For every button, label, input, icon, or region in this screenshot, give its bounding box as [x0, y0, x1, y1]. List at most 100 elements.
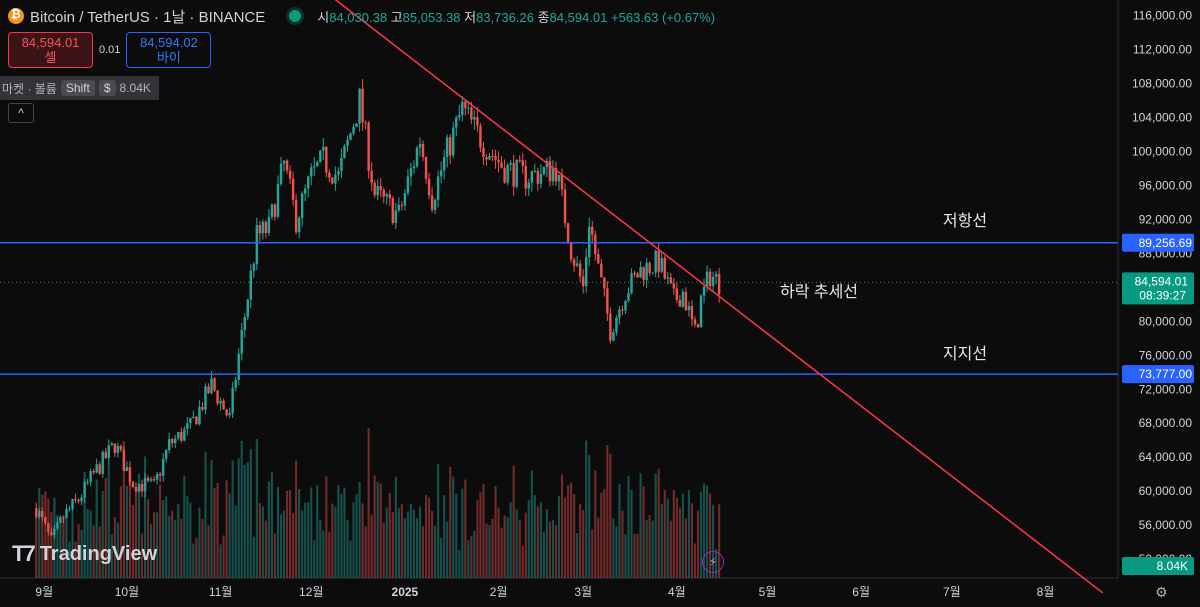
volume-bar — [488, 525, 491, 578]
volume-bar — [718, 503, 721, 578]
volume-bar — [119, 486, 122, 578]
volume-bar — [86, 508, 89, 578]
candle — [409, 168, 413, 177]
candle — [458, 115, 461, 118]
candle — [195, 416, 198, 425]
candle — [349, 133, 352, 140]
candle — [337, 171, 340, 175]
candle — [113, 443, 117, 453]
candle — [494, 156, 497, 160]
candle — [183, 429, 186, 441]
volume-bar — [434, 525, 437, 578]
volume-bar — [461, 488, 464, 578]
candle — [267, 216, 271, 233]
candle — [367, 122, 370, 171]
x-tick-label: 5월 — [759, 585, 777, 599]
candle — [240, 330, 243, 354]
volume-bar — [116, 522, 119, 578]
volume-bar — [246, 462, 249, 578]
volume-bar — [249, 449, 252, 578]
volume-bar — [678, 507, 681, 578]
candle — [385, 194, 388, 197]
candle — [316, 161, 319, 167]
volume-bar — [518, 519, 521, 578]
volume-bar — [557, 496, 561, 578]
x-tick-label: 12월 — [299, 585, 323, 599]
candle — [530, 171, 534, 183]
y-tick-label: 72,000.00 — [1139, 382, 1193, 396]
candle — [146, 477, 150, 481]
volume-bar — [421, 526, 425, 578]
candle — [204, 386, 207, 410]
volume-bar — [630, 489, 633, 578]
volume-bar — [137, 473, 141, 578]
support-label: 지지선 — [943, 345, 987, 363]
volume-bar — [255, 438, 258, 578]
volume-bar — [515, 509, 518, 578]
candle — [273, 204, 277, 217]
volume-bar — [509, 502, 512, 578]
volume-bar — [394, 476, 397, 578]
y-tick-label: 68,000.00 — [1139, 416, 1193, 430]
candle — [83, 481, 86, 498]
candle — [636, 273, 639, 278]
volume-legend[interactable]: 마켓 · 볼륨 Shift $ 8.04K — [0, 76, 159, 100]
candle — [524, 165, 527, 189]
price-change: +563.63 (+0.67%) — [611, 9, 716, 25]
candle — [612, 332, 615, 341]
lightning-icon[interactable]: ⚡ — [702, 551, 724, 573]
sell-button[interactable]: 84,594.01 셀 — [8, 32, 93, 68]
symbol-title[interactable]: Bitcoin / TetherUS · 1날 · BINANCE — [30, 8, 266, 26]
volume-bar — [440, 537, 443, 578]
candle — [578, 263, 582, 277]
candle — [59, 517, 62, 523]
volume-bar — [503, 515, 506, 578]
volume-bar — [476, 500, 479, 578]
candle — [603, 277, 606, 289]
volume-bar — [699, 491, 703, 578]
volume-bar — [62, 516, 65, 578]
line-price-label: 73,777.00 — [1139, 367, 1193, 381]
candle — [186, 423, 189, 430]
volume-bar — [59, 520, 62, 578]
volume-axis-label: 8.04K — [1157, 559, 1188, 573]
volume-bar — [186, 496, 189, 578]
volume-bar — [267, 481, 270, 578]
candle — [681, 291, 685, 307]
volume-bar — [473, 531, 476, 578]
volume-bar — [654, 473, 657, 578]
volume-bar — [412, 509, 416, 578]
volume-bar — [582, 510, 585, 578]
candle — [340, 157, 343, 172]
candle — [110, 443, 114, 446]
collapse-legend-button[interactable]: ^ — [8, 103, 34, 123]
volume-value: 8.04K — [119, 81, 151, 95]
candle — [708, 271, 712, 286]
volume-bar — [301, 510, 304, 578]
market-status-icon[interactable] — [289, 10, 302, 22]
candle — [439, 170, 443, 177]
candle — [539, 173, 543, 184]
volume-bar — [627, 475, 630, 578]
volume-bar — [210, 460, 213, 578]
candle — [249, 270, 253, 300]
candle — [101, 451, 104, 474]
buy-button[interactable]: 84,594.02 바이 — [126, 32, 212, 68]
candle — [352, 127, 355, 134]
candle — [358, 88, 361, 124]
candle — [98, 464, 101, 474]
x-tick-label: 2월 — [490, 585, 508, 599]
volume-bar — [660, 504, 663, 578]
tradingview-logo[interactable]: T7 TradingView — [12, 541, 158, 566]
candle — [569, 243, 573, 260]
volume-bar — [612, 518, 615, 578]
volume-bar — [579, 503, 582, 578]
candle — [476, 117, 479, 126]
volume-bar — [545, 509, 548, 578]
candle — [461, 101, 464, 116]
gear-icon[interactable]: ⚙ — [1155, 584, 1168, 600]
candle — [210, 378, 213, 394]
candle — [699, 295, 703, 328]
volume-bar — [709, 493, 712, 578]
